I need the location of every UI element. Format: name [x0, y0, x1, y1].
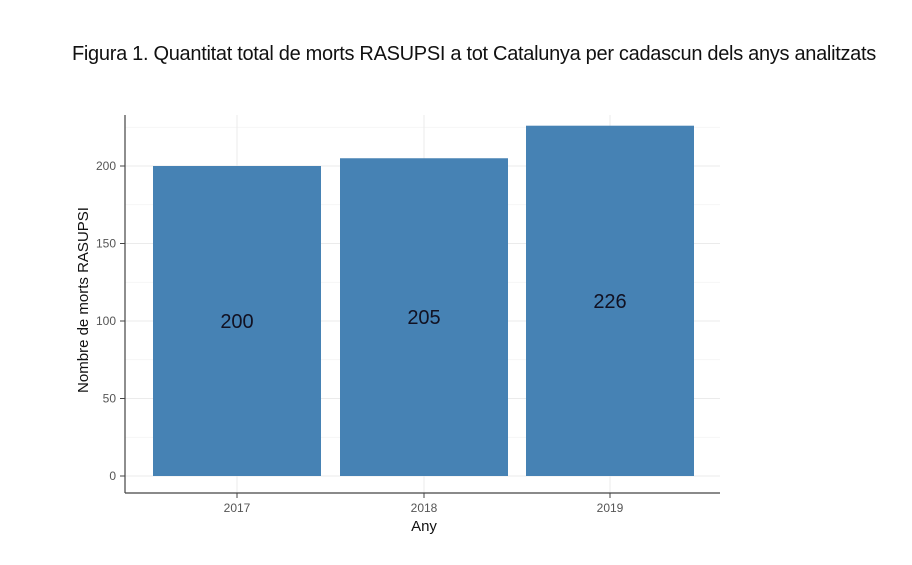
bar-labels: 200 205 226 [220, 291, 626, 333]
bar-2019 [526, 125, 694, 476]
x-ticks: 2017 2018 2019 [224, 493, 624, 515]
y-tick-label: 100 [96, 314, 116, 328]
bar-value-label: 205 [407, 307, 440, 329]
figure-title: Figura 1. Quantitat total de morts RASUP… [72, 43, 876, 65]
bar-2018 [340, 158, 508, 476]
bar-value-label: 200 [220, 311, 253, 333]
bars [153, 125, 694, 476]
x-axis-title: Any [411, 518, 437, 535]
y-tick-label: 200 [96, 159, 116, 173]
x-tick-label: 2017 [224, 501, 251, 515]
y-axis-title: Nombre de morts RASUPSI [75, 207, 92, 393]
x-tick-label: 2018 [411, 501, 438, 515]
bar-value-label: 226 [593, 291, 626, 313]
y-ticks: 0 50 100 150 200 [96, 159, 125, 483]
x-tick-label: 2019 [597, 501, 624, 515]
bar-2017 [153, 166, 321, 476]
y-tick-label: 0 [109, 469, 116, 483]
y-tick-label: 50 [103, 392, 117, 406]
y-tick-label: 150 [96, 237, 116, 251]
